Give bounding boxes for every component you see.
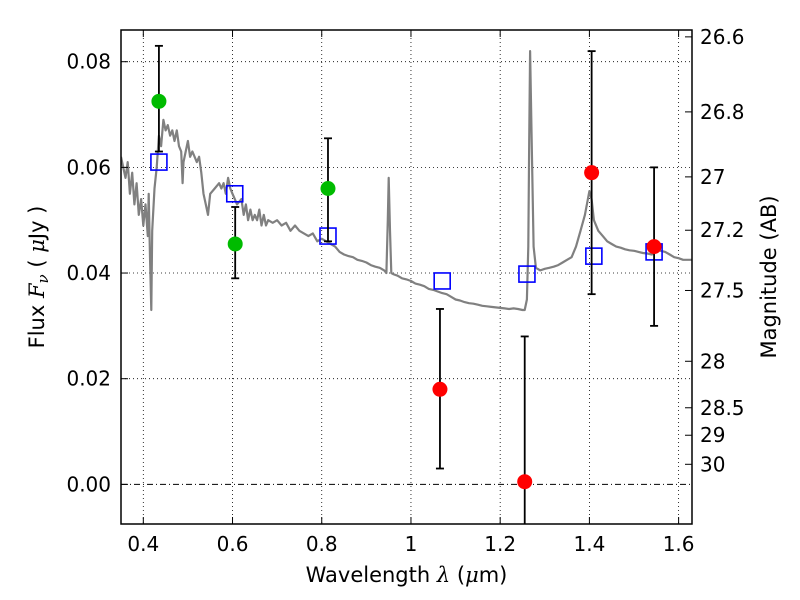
observed-hst-point [227,236,243,252]
right-axis-label: Magnitude (AB) [757,195,781,358]
observed-ir-point [646,239,662,255]
y-tick-label: 0.00 [66,472,111,496]
y-tick-label: 0.02 [66,367,111,391]
y-axis-label-unit-rest: Jy ) [25,206,49,242]
y-axis-label-unit-open: ( [25,253,49,275]
magnitude-tick-label: 28 [700,349,725,373]
magnitude-tick-label: 26.6 [700,25,745,49]
x-tick-label: 1 [405,532,418,556]
plot-marks [121,44,692,524]
x-tick-label: 1.6 [663,532,695,556]
spectrum-line [121,50,692,312]
x-axis-label-symbol: λ [436,563,450,587]
model-photometry-square [150,153,168,171]
model-photometry-square [433,272,451,290]
x-axis-label: Wavelength λ (μm) [306,563,508,587]
magnitude-tick-label: 27.5 [700,278,745,302]
observed-hst-point [320,181,336,197]
x-axis-label-unit-rest: m) [479,563,508,587]
y-axis-label-unit-mu: μ [25,239,49,253]
y-tick-label: 0.04 [66,261,111,285]
y-axis-label-symbol: F [25,282,49,299]
grid-lines [121,30,692,524]
observed-ir-point [432,381,448,397]
x-tick-label: 0.8 [306,532,338,556]
y-axis-label: Flux Fν ( μJy ) [25,206,52,349]
model-photometry-square [585,247,603,265]
model-photometry-square [225,184,244,203]
x-axis-label-unit-mu: μ [465,563,479,587]
x-axis-label-unit-open: ( [450,563,465,587]
x-tick-label: 0.6 [217,532,249,556]
x-tick-label: 0.4 [127,532,159,556]
observed-hst-point [151,93,167,109]
magnitude-tick-label: 27 [700,165,725,189]
y-tick-label: 0.06 [66,155,111,179]
x-tick-label: 1.4 [573,532,605,556]
observed-ir-point [517,474,533,490]
axis-ticks: 0.4 0.6 0.8 1 1.2 1.4 1.6 0.00 0.02 0.04 0.06 0.08 2… [66,25,744,556]
magnitude-tick-label: 28.5 [700,396,745,420]
model-photometry-square [518,265,536,283]
y-tick-label: 0.08 [66,50,111,74]
magnitude-tick-label: 30 [700,452,725,476]
magnitude-tick-label: 29 [700,423,725,447]
magnitude-tick-label: 27.2 [700,218,745,242]
y-axis-label-prefix: Flux [25,305,49,349]
x-axis-label-prefix: Wavelength [306,563,431,587]
observed-ir-point [584,165,600,181]
x-tick-label: 1.2 [484,532,516,556]
magnitude-tick-label: 26.8 [700,100,745,124]
y-axis-label-subscript: ν [34,274,52,283]
plot-frame [120,29,693,525]
